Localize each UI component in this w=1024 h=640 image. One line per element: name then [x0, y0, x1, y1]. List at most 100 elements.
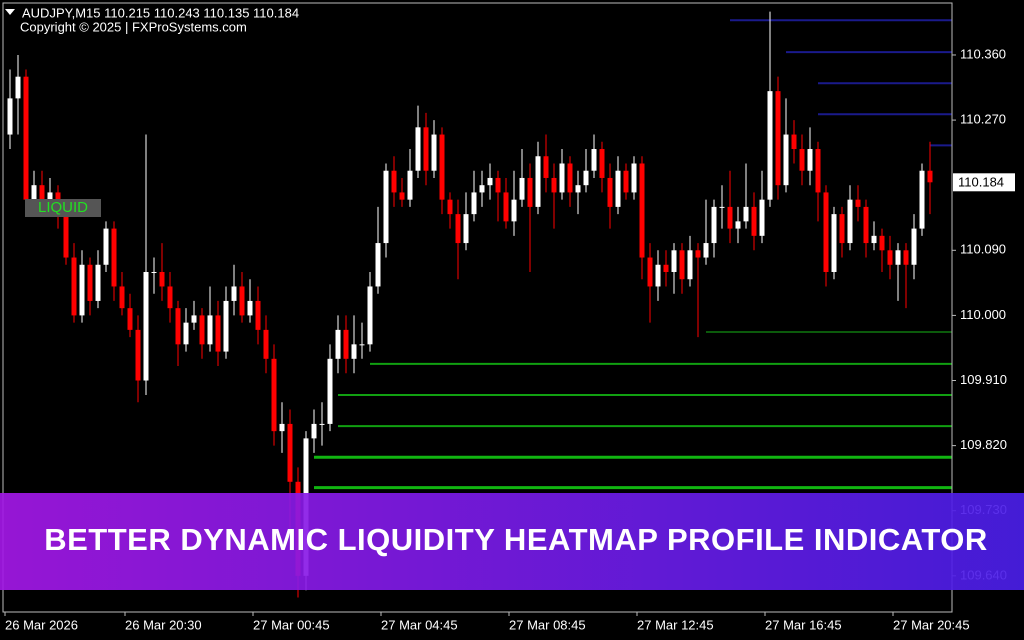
x-tick-label: 26 Mar 20:30	[125, 617, 202, 632]
candle-body	[191, 315, 197, 323]
candle-body	[839, 214, 845, 244]
candle-body	[911, 228, 917, 265]
candle-body	[351, 344, 357, 359]
candle-body	[15, 76, 21, 99]
zone-box	[25, 199, 101, 217]
candle-body	[575, 185, 581, 193]
candle-body	[783, 134, 789, 186]
candle-body	[87, 264, 93, 301]
candle-body	[823, 192, 829, 272]
menu-arrow[interactable]	[5, 9, 15, 15]
candle-body	[327, 358, 333, 424]
candle-body	[431, 134, 437, 171]
x-tick-label: 27 Mar 04:45	[381, 617, 458, 632]
candle-body	[23, 76, 29, 200]
x-tick-label: 27 Mar 16:45	[765, 617, 842, 632]
y-tick-label: 110.090	[960, 242, 1006, 257]
candle-body	[63, 214, 69, 258]
candle-body	[711, 206, 717, 244]
candle-body	[103, 228, 109, 265]
candle-body	[559, 163, 565, 193]
candle-body	[239, 286, 245, 316]
candle-body	[31, 185, 37, 200]
candle-body	[807, 149, 813, 171]
candle-body	[463, 214, 469, 244]
candle-body	[511, 199, 517, 222]
candle-body	[399, 192, 405, 200]
x-tick-label: 27 Mar 12:45	[637, 617, 714, 632]
candle-body	[407, 170, 413, 200]
candle-body	[919, 170, 925, 229]
candle-body	[927, 170, 933, 183]
candle-body	[231, 286, 237, 301]
candle-body	[759, 199, 765, 236]
candle-body	[359, 344, 365, 346]
candle-body	[719, 206, 725, 208]
candle-body	[831, 214, 837, 272]
header: AUDJPY,M15 110.215 110.243 110.135 110.1…	[22, 5, 299, 20]
candle-body	[279, 423, 285, 432]
candle-body	[687, 250, 693, 280]
candle-body	[735, 221, 741, 229]
candle-body	[471, 192, 477, 215]
candle-body	[71, 257, 77, 316]
x-tick-label: 27 Mar 00:45	[253, 617, 330, 632]
candle-body	[127, 308, 133, 330]
candle-body	[767, 91, 773, 200]
candle-body	[583, 170, 589, 186]
candle-body	[623, 170, 629, 193]
candle-body	[599, 149, 605, 178]
y-tick-label: 110.360	[960, 46, 1006, 61]
candle-body	[151, 272, 157, 273]
candle-body	[375, 243, 381, 287]
candle-body	[727, 206, 733, 229]
candle-body	[607, 177, 613, 207]
candle-body	[631, 163, 637, 193]
candle-body	[639, 163, 645, 258]
candle-body	[527, 177, 533, 207]
candle-body	[679, 250, 685, 280]
candle-body	[455, 214, 461, 244]
candle-body	[647, 257, 653, 287]
candle-body	[319, 423, 325, 425]
candle-body	[743, 206, 749, 222]
zone-label: LIQUID	[38, 199, 88, 216]
candle-body	[703, 243, 709, 258]
candle-body	[415, 127, 421, 171]
candle-body	[447, 199, 453, 215]
candle-body	[255, 300, 261, 330]
candle-body	[7, 98, 13, 135]
candle-body	[479, 185, 485, 193]
candle-body	[311, 423, 317, 439]
candle-body	[815, 149, 821, 193]
candle-body	[855, 199, 861, 207]
price-tag-label: 110.184	[958, 175, 1004, 190]
candle-body	[223, 300, 229, 352]
x-tick-label: 27 Mar 20:45	[893, 617, 970, 632]
candle-body	[791, 134, 797, 150]
candle-body	[247, 300, 253, 316]
candle-body	[847, 199, 853, 244]
candle-body	[551, 177, 557, 193]
y-tick-label: 109.820	[960, 437, 1007, 452]
candle-body	[263, 329, 269, 359]
candle-body	[567, 163, 573, 193]
candle-body	[695, 250, 701, 258]
candle-body	[895, 250, 901, 265]
candle-body	[879, 235, 885, 251]
plot-frame	[2, 2, 953, 613]
y-tick-label: 110.000	[960, 307, 1006, 322]
candle-body	[543, 156, 549, 178]
x-tick-label: 26 Mar 2026	[5, 617, 78, 632]
candle-body	[79, 264, 85, 316]
candle-body	[111, 228, 117, 287]
candle-body	[655, 264, 661, 287]
candle-body	[903, 250, 909, 265]
plot-area	[7, 11, 952, 598]
candle-body	[367, 286, 373, 345]
candle-body	[143, 272, 149, 381]
candle-body	[519, 177, 525, 200]
candle-body	[39, 185, 45, 207]
candle-body	[487, 177, 493, 186]
candle-body	[167, 286, 173, 309]
